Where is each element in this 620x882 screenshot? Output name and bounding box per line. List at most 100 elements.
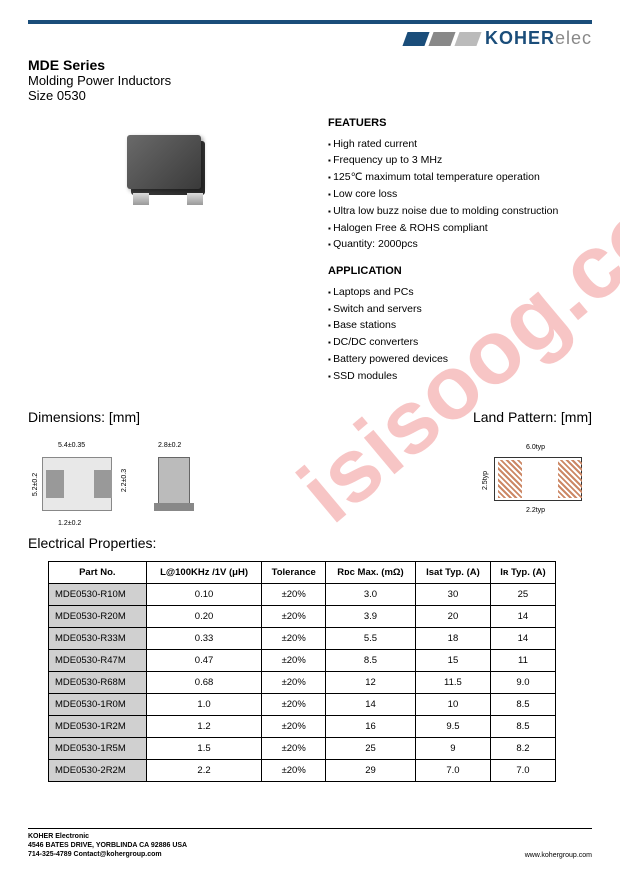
properties-table: Part No.L@100KHz /1V (μH)ToleranceRᴅᴄ Ma… [48,561,556,782]
table-row: MDE0530-R47M0.47±20%8.51511 [49,649,556,671]
diagrams-row: 5.4±0.35 5.2±0.2 2.2±0.3 1.2±0.2 2.8±0.2… [28,441,592,521]
brand-logo: KOHERelec [485,28,592,49]
table-cell: MDE0530-1R0M [49,693,147,715]
application-item: DC/DC converters [328,334,592,351]
series-title: MDE Series [28,57,592,73]
application-heading: APPLICATION [328,263,592,281]
table-cell: ±20% [262,627,326,649]
table-cell: 9 [416,737,491,759]
side-view-diagram: 2.8±0.2 [152,441,198,521]
table-cell: 15 [416,649,491,671]
features-item: High rated current [328,136,592,153]
table-cell: 0.33 [146,627,262,649]
dimensions-heading: Dimensions: [mm] [28,409,140,425]
table-cell: MDE0530-R20M [49,605,147,627]
features-item: Ultra low buzz noise due to molding cons… [328,203,592,220]
table-cell: MDE0530-R33M [49,627,147,649]
features-item: Frequency up to 3 MHz [328,152,592,169]
top-divider [28,20,592,24]
table-row: MDE0530-R68M0.68±20%1211.59.0 [49,671,556,693]
table-header-cell: Part No. [49,561,147,583]
inductor-icon [123,133,213,203]
table-cell: 30 [416,583,491,605]
features-heading: FEATUERS [328,115,592,133]
table-cell: 8.2 [490,737,555,759]
application-item: Switch and servers [328,301,592,318]
features-item: Halogen Free & ROHS compliant [328,220,592,237]
table-cell: 0.47 [146,649,262,671]
table-cell: 12 [325,671,415,693]
land-pattern-diagram: 6.0typ 2.5typ 2.2typ [482,441,592,521]
table-cell: 1.0 [146,693,262,715]
table-cell: 16 [325,715,415,737]
table-cell: 14 [325,693,415,715]
table-cell: 2.2 [146,759,262,781]
footer: KOHER Electronic 4546 BATES DRIVE, YORBL… [28,828,592,859]
table-cell: ±20% [262,715,326,737]
table-cell: MDE0530-R68M [49,671,147,693]
table-cell: 11.5 [416,671,491,693]
title-block: MDE Series Molding Power Inductors Size … [28,57,592,103]
table-cell: ±20% [262,583,326,605]
application-item: Laptops and PCs [328,284,592,301]
table-row: MDE0530-R20M0.20±20%3.92014 [49,605,556,627]
table-cell: MDE0530-1R5M [49,737,147,759]
footer-company: KOHER Electronic [28,832,187,841]
features-list: High rated currentFrequency up to 3 MHz1… [328,136,592,254]
logo-row: KOHERelec [28,28,592,49]
features-item: Low core loss [328,186,592,203]
table-cell: ±20% [262,649,326,671]
table-row: MDE0530-1R2M1.2±20%169.58.5 [49,715,556,737]
table-cell: 8.5 [490,693,555,715]
table-row: MDE0530-R10M0.10±20%3.03025 [49,583,556,605]
table-cell: 1.5 [146,737,262,759]
table-cell: MDE0530-R47M [49,649,147,671]
features-item: Quantity: 2000pcs [328,236,592,253]
table-cell: MDE0530-1R2M [49,715,147,737]
land-pattern-heading: Land Pattern: [mm] [473,409,592,425]
table-cell: 14 [490,627,555,649]
table-cell: 9.0 [490,671,555,693]
table-row: MDE0530-1R0M1.0±20%14108.5 [49,693,556,715]
table-row: MDE0530-R33M0.33±20%5.51814 [49,627,556,649]
table-cell: 3.0 [325,583,415,605]
table-cell: ±20% [262,693,326,715]
application-item: Base stations [328,317,592,334]
table-cell: 0.20 [146,605,262,627]
table-cell: ±20% [262,671,326,693]
application-item: Battery powered devices [328,351,592,368]
table-cell: MDE0530-2R2M [49,759,147,781]
properties-table-wrap: Part No.L@100KHz /1V (μH)ToleranceRᴅᴄ Ma… [28,561,592,782]
product-image-area [28,115,308,395]
table-cell: 29 [325,759,415,781]
table-cell: 9.5 [416,715,491,737]
table-heading: Electrical Properties: [28,535,592,551]
table-cell: 0.68 [146,671,262,693]
table-cell: 5.5 [325,627,415,649]
features-item: 125℃ maximum total temperature operation [328,169,592,186]
table-cell: 3.9 [325,605,415,627]
footer-url: www.kohergroup.com [525,852,592,859]
table-header-cell: Iʀ Typ. (A) [490,561,555,583]
table-cell: 25 [325,737,415,759]
table-header-cell: L@100KHz /1V (μH) [146,561,262,583]
table-cell: 7.0 [416,759,491,781]
footer-address: 4546 BATES DRIVE, YORBLINDA CA 92886 USA [28,841,187,850]
table-header-cell: Rᴅᴄ Max. (mΩ) [325,561,415,583]
table-cell: 0.10 [146,583,262,605]
top-view-diagram: 5.4±0.35 5.2±0.2 2.2±0.3 1.2±0.2 [28,441,118,521]
table-cell: ±20% [262,737,326,759]
application-item: SSD modules [328,368,592,385]
table-header-cell: Isat Typ. (A) [416,561,491,583]
table-row: MDE0530-1R5M1.5±20%2598.2 [49,737,556,759]
table-cell: 11 [490,649,555,671]
table-header-cell: Tolerance [262,561,326,583]
table-cell: 1.2 [146,715,262,737]
size-line: Size 0530 [28,88,592,103]
table-cell: 14 [490,605,555,627]
footer-contact: 714-325-4789 Contact@kohergroup.com [28,850,187,859]
table-cell: ±20% [262,605,326,627]
table-cell: 8.5 [325,649,415,671]
table-cell: 18 [416,627,491,649]
product-line: Molding Power Inductors [28,73,592,88]
